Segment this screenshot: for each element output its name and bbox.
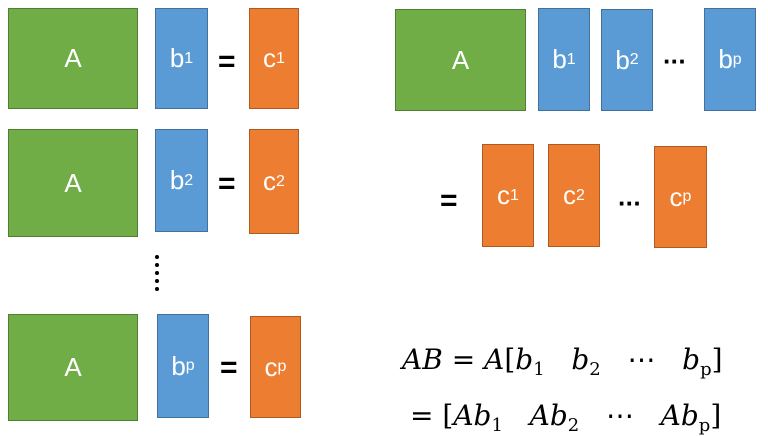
formula-lhs: AB [402, 343, 443, 376]
formula-tp: Ab [660, 399, 699, 432]
vector-b2-sub: 2 [184, 171, 194, 189]
formula-line2: = [Ab1 Ab2 ⋯ Abp] [410, 374, 721, 435]
right-bp-label: b [718, 44, 733, 74]
vector-bp-label: b [171, 350, 186, 381]
formula-t1-sub: 1 [491, 415, 503, 436]
formula-b2: b [571, 343, 590, 376]
right-c1-label: c [497, 180, 511, 210]
right-c-ellipsis: ··· [618, 188, 642, 218]
right-cp-sub: p [682, 188, 692, 205]
formula-tp-sub: p [698, 415, 711, 436]
formula-bp-sub: p [700, 359, 712, 380]
formula-b1: b [515, 343, 534, 376]
vector-c1-label: c [263, 43, 277, 73]
formula-open1: [ [504, 343, 516, 376]
equals-row2: = [218, 167, 236, 200]
formula-b2-sub: 2 [589, 359, 601, 380]
equals-row1: = [218, 45, 236, 78]
vector-cp-label: c [264, 351, 278, 382]
right-b-ellipsis: ··· [663, 46, 687, 76]
right-b2-sub: 2 [629, 51, 639, 68]
matrix-a-row1: A [8, 8, 138, 109]
equals-right: = [440, 184, 458, 217]
vector-c2-label: c [263, 166, 277, 196]
formula-a: A [484, 343, 505, 376]
right-bp-sub: p [732, 50, 742, 68]
formula-eq1: = [451, 343, 476, 376]
vector-cp-sub: p [277, 358, 287, 375]
vector-b2-label: b [169, 165, 185, 195]
vector-c1-sub: 1 [276, 49, 285, 67]
vector-b1-label: b [169, 43, 185, 73]
formula-close2: ] [710, 399, 722, 432]
formula-dots2: ⋯ [605, 399, 634, 432]
formula-b1-sub: 1 [533, 359, 545, 380]
right-c1-sub: 1 [510, 186, 519, 204]
formula-line1: AB = A[b1 b2 ⋯ bp] [402, 318, 723, 379]
right-b2-label: b [615, 44, 630, 75]
right-c2-label: c [563, 180, 577, 210]
right-cp-label: c [669, 181, 683, 212]
right-b1-sub: 1 [566, 50, 576, 68]
matrix-a-right: A [395, 9, 526, 111]
matrix-a-rowp: A [8, 314, 138, 421]
vector-b1-sub: 1 [184, 49, 194, 67]
formula-t2-sub: 2 [567, 415, 580, 436]
right-b1-label: b [552, 44, 567, 74]
equals-rowp: = [220, 351, 238, 384]
formula-t2: Ab [529, 399, 568, 432]
formula-bp: b [682, 343, 701, 376]
vertical-ellipsis [155, 255, 159, 291]
formula-eq2: = [410, 399, 434, 432]
vector-c2-sub: 2 [276, 172, 285, 190]
formula-close1: ] [711, 343, 723, 376]
formula-open2: [ [442, 399, 454, 432]
formula-dots1: ⋯ [627, 343, 656, 376]
matrix-a-row2: A [8, 129, 138, 237]
formula-t1: Ab [453, 399, 492, 432]
right-c2-sub: 2 [576, 186, 585, 204]
vector-bp-sub: p [185, 357, 195, 374]
